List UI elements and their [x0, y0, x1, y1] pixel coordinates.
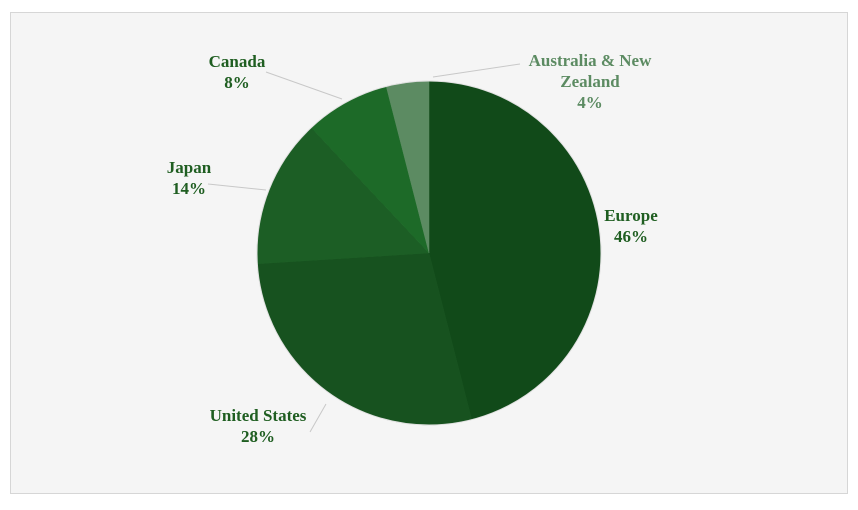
slice-label: Europe 46%	[586, 205, 676, 247]
slice-label: Australia & New Zealand 4%	[510, 50, 670, 113]
category-label: Europe	[604, 206, 658, 225]
pie-outline	[256, 80, 602, 426]
slice-label: Canada 8%	[192, 51, 282, 93]
value-label: 28%	[241, 427, 275, 446]
category-label: Australia & New Zealand	[528, 51, 652, 91]
leader-line	[265, 71, 343, 100]
leader-line	[309, 403, 327, 433]
slice-label: Japan 14%	[144, 157, 234, 199]
value-label: 46%	[614, 227, 648, 246]
category-label: Japan	[166, 158, 212, 177]
value-label: 14%	[172, 179, 206, 198]
slice-label: United States 28%	[183, 405, 333, 447]
leader-line	[207, 183, 267, 191]
value-label: 8%	[224, 73, 250, 92]
category-label: Canada	[208, 52, 266, 71]
value-label: 4%	[577, 93, 603, 112]
category-label: United States	[209, 406, 307, 425]
leader-line	[432, 63, 521, 78]
